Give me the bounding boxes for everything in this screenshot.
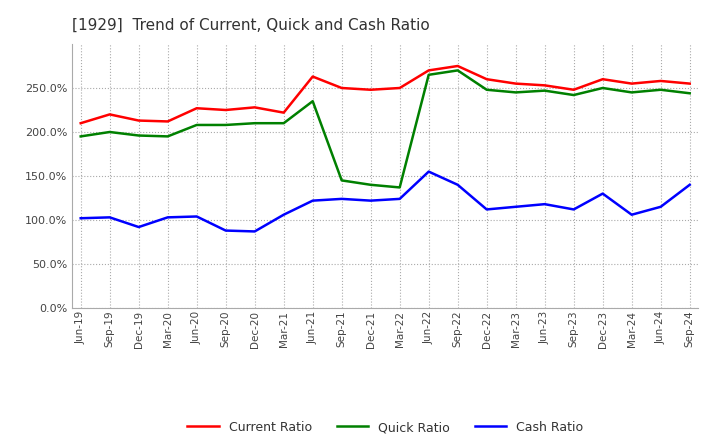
Current Ratio [482, 77, 491, 82]
Text: [1929]  Trend of Current, Quick and Cash Ratio: [1929] Trend of Current, Quick and Cash … [72, 18, 430, 33]
Quick Ratio [251, 121, 259, 126]
Quick Ratio [135, 133, 143, 138]
Quick Ratio [192, 122, 201, 128]
Cash Ratio [192, 214, 201, 219]
Quick Ratio [685, 91, 694, 96]
Current Ratio [192, 106, 201, 111]
Current Ratio [308, 74, 317, 79]
Cash Ratio [511, 204, 520, 209]
Current Ratio [338, 85, 346, 91]
Cash Ratio [135, 224, 143, 230]
Cash Ratio [338, 196, 346, 202]
Cash Ratio [541, 202, 549, 207]
Quick Ratio [657, 87, 665, 92]
Cash Ratio [308, 198, 317, 203]
Cash Ratio [657, 204, 665, 209]
Quick Ratio [541, 88, 549, 93]
Cash Ratio [482, 207, 491, 212]
Cash Ratio [251, 229, 259, 234]
Current Ratio [163, 119, 172, 124]
Cash Ratio [76, 216, 85, 221]
Cash Ratio [627, 212, 636, 217]
Current Ratio [570, 87, 578, 92]
Quick Ratio [424, 72, 433, 77]
Cash Ratio [424, 169, 433, 174]
Current Ratio [424, 68, 433, 73]
Current Ratio [627, 81, 636, 86]
Quick Ratio [338, 178, 346, 183]
Current Ratio [221, 107, 230, 113]
Current Ratio [598, 77, 607, 82]
Current Ratio [685, 81, 694, 86]
Quick Ratio [76, 134, 85, 139]
Current Ratio [511, 81, 520, 86]
Cash Ratio [454, 182, 462, 187]
Current Ratio [541, 83, 549, 88]
Quick Ratio [598, 85, 607, 91]
Current Ratio [395, 85, 404, 91]
Quick Ratio [482, 87, 491, 92]
Quick Ratio [570, 92, 578, 98]
Current Ratio [251, 105, 259, 110]
Current Ratio [454, 63, 462, 69]
Current Ratio [657, 78, 665, 84]
Quick Ratio [221, 122, 230, 128]
Quick Ratio [454, 68, 462, 73]
Quick Ratio [627, 90, 636, 95]
Current Ratio [105, 112, 114, 117]
Line: Quick Ratio: Quick Ratio [81, 70, 690, 187]
Quick Ratio [308, 99, 317, 104]
Legend: Current Ratio, Quick Ratio, Cash Ratio: Current Ratio, Quick Ratio, Cash Ratio [182, 416, 588, 439]
Cash Ratio [221, 228, 230, 233]
Current Ratio [366, 87, 375, 92]
Quick Ratio [366, 182, 375, 187]
Line: Current Ratio: Current Ratio [81, 66, 690, 123]
Current Ratio [76, 121, 85, 126]
Quick Ratio [395, 185, 404, 190]
Current Ratio [279, 110, 288, 115]
Cash Ratio [395, 196, 404, 202]
Line: Cash Ratio: Cash Ratio [81, 172, 690, 231]
Cash Ratio [279, 212, 288, 217]
Cash Ratio [685, 182, 694, 187]
Current Ratio [135, 118, 143, 123]
Cash Ratio [598, 191, 607, 196]
Cash Ratio [105, 215, 114, 220]
Quick Ratio [163, 134, 172, 139]
Quick Ratio [511, 90, 520, 95]
Cash Ratio [163, 215, 172, 220]
Cash Ratio [570, 207, 578, 212]
Cash Ratio [366, 198, 375, 203]
Quick Ratio [105, 129, 114, 135]
Quick Ratio [279, 121, 288, 126]
